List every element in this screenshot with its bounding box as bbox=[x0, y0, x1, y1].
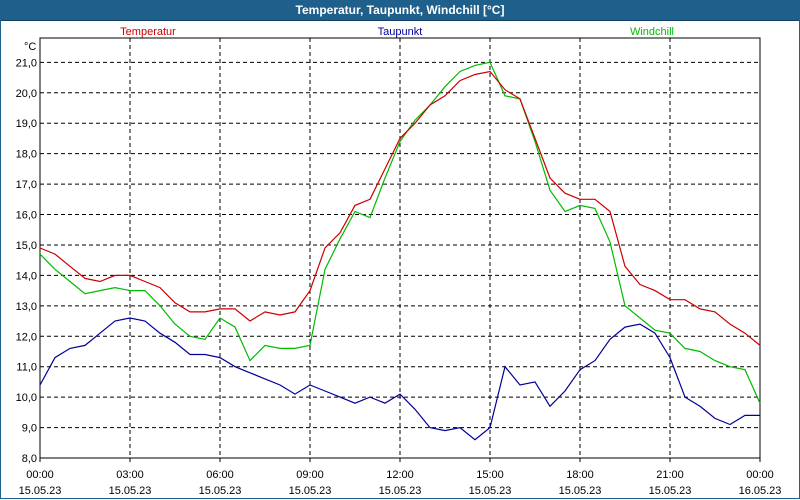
x-tick-time: 18:00 bbox=[566, 469, 594, 481]
x-tick-date: 15.05.23 bbox=[109, 485, 152, 497]
y-tick-label: 20,0 bbox=[16, 88, 37, 100]
y-tick-label: 17,0 bbox=[16, 179, 37, 191]
y-tick-label: 9,0 bbox=[22, 423, 37, 435]
x-tick-date: 16.05.23 bbox=[739, 485, 782, 497]
y-axis-label: °C bbox=[24, 41, 36, 53]
series-line-temperatur bbox=[39, 70, 761, 346]
x-tick-date: 15.05.23 bbox=[379, 485, 422, 497]
y-tick-label: 21,0 bbox=[16, 57, 37, 69]
window-title: Temperatur, Taupunkt, Windchill [°C] bbox=[0, 0, 800, 21]
y-tick-label: 14,0 bbox=[16, 270, 37, 282]
y-tick-label: 10,0 bbox=[16, 392, 37, 404]
y-tick-label: 15,0 bbox=[16, 240, 37, 252]
x-tick-time: 00:00 bbox=[746, 469, 774, 481]
series-line-windchill bbox=[39, 61, 761, 404]
series-line-taupunkt bbox=[39, 317, 760, 441]
legend: Temperatur Taupunkt Windchill bbox=[120, 26, 674, 38]
legend-windchill: Windchill bbox=[630, 26, 674, 38]
y-tick-label: 8,0 bbox=[22, 453, 37, 465]
x-tick-date: 15.05.23 bbox=[199, 485, 242, 497]
x-tick-time: 03:00 bbox=[116, 469, 144, 481]
x-tick-time: 00:00 bbox=[26, 469, 54, 481]
x-tick-time: 15:00 bbox=[476, 469, 504, 481]
x-tick-date: 15.05.23 bbox=[289, 485, 332, 497]
x-tick-date: 15.05.23 bbox=[559, 485, 602, 497]
y-tick-label: 18,0 bbox=[16, 149, 37, 161]
x-tick-time: 06:00 bbox=[206, 469, 234, 481]
legend-temperatur: Temperatur bbox=[120, 26, 176, 38]
y-tick-label: 13,0 bbox=[16, 301, 37, 313]
legend-taupunkt: Taupunkt bbox=[378, 26, 423, 38]
series-lines bbox=[39, 61, 761, 441]
x-tick-date: 15.05.23 bbox=[469, 485, 512, 497]
x-tick-time: 09:00 bbox=[296, 469, 324, 481]
x-tick-date: 15.05.23 bbox=[19, 485, 62, 497]
x-axis-ticks: 00:00 15.05.23 03:00 15.05.23 06:00 15.05.23 0… bbox=[19, 458, 782, 497]
y-axis-ticks: 8,0 9,0 10,0 11,0 12,0 13,0 14,0 15,0 16,0 17,0 18… bbox=[16, 57, 37, 465]
y-tick-label: 19,0 bbox=[16, 118, 37, 130]
x-tick-time: 21:00 bbox=[656, 469, 684, 481]
x-tick-date: 15.05.23 bbox=[649, 485, 692, 497]
y-tick-label: 16,0 bbox=[16, 210, 37, 222]
y-tick-label: 11,0 bbox=[16, 362, 37, 374]
y-tick-label: 12,0 bbox=[16, 331, 37, 343]
x-tick-time: 12:00 bbox=[386, 469, 414, 481]
